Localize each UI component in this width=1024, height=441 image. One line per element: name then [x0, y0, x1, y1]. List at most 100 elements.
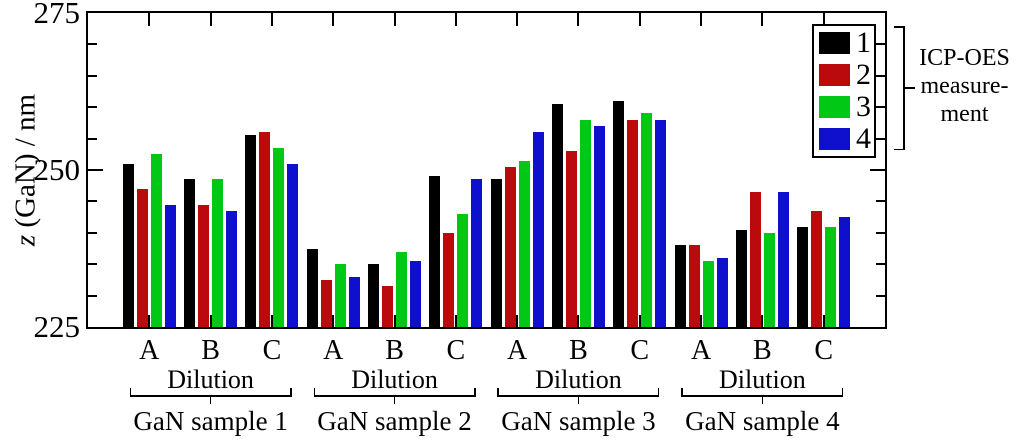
- x-axis-top-tick: [638, 13, 641, 26]
- dilution-letter-label: A: [690, 335, 712, 366]
- bar-sample1-C-meas2: [259, 132, 271, 327]
- dilution-letter-label: B: [201, 335, 220, 366]
- x-axis-top-tick: [516, 13, 519, 26]
- y-axis-tick: [88, 137, 97, 140]
- legend-entry: 3: [814, 91, 874, 123]
- dilution-bracket-right-end: [657, 388, 660, 397]
- x-axis-top-tick: [209, 13, 212, 26]
- legend-entry-label: 1: [856, 26, 871, 59]
- y-axis-label-units: (GaN) / nm: [9, 93, 42, 235]
- dilution-bracket-left-end: [497, 388, 499, 397]
- dilution-label: Dilution: [167, 365, 254, 394]
- x-axis-top-tick: [270, 13, 273, 26]
- dilution-letter-label: A: [139, 335, 160, 366]
- bar-sample3-A-meas1: [490, 179, 502, 327]
- y-axis-tick-label: 225: [33, 309, 81, 344]
- dilution-letter-label: A: [323, 335, 344, 366]
- legend-swatch: [819, 64, 850, 86]
- legend-bracket-middle-tick: [903, 87, 915, 89]
- bar-sample1-C-meas3: [273, 148, 285, 327]
- dilution-letter-label: B: [385, 335, 404, 366]
- bar-sample3-C-meas3: [641, 113, 653, 327]
- dilution-bracket-middle-tick: [761, 395, 764, 404]
- y-axis-tick: [876, 231, 885, 234]
- bar-sample3-B-meas4: [593, 126, 605, 327]
- bar-sample4-B-meas2: [749, 191, 761, 327]
- x-axis-bottom-tick: [638, 315, 641, 327]
- x-axis-bottom-tick: [270, 315, 273, 327]
- sample-label: GaN sample 3: [501, 406, 656, 436]
- y-axis-tick: [88, 43, 97, 46]
- bar-sample3-A-meas4: [532, 132, 544, 327]
- legend-swatch: [819, 96, 850, 118]
- legend-swatch: [819, 32, 850, 54]
- x-axis-bottom-tick: [454, 315, 457, 327]
- y-axis-tick: [88, 294, 97, 297]
- x-axis-bottom-tick: [577, 315, 580, 327]
- legend-entry-label: 3: [856, 90, 871, 123]
- sample-label: GaN sample 1: [133, 406, 288, 436]
- x-axis-bottom-tick: [700, 315, 703, 327]
- y-axis-tick: [88, 169, 103, 171]
- bar-sample1-B-meas4: [226, 210, 238, 327]
- dilution-letter-label: B: [753, 335, 772, 366]
- dilution-bracket-right-end: [474, 388, 476, 397]
- dilution-letter-label: C: [446, 335, 466, 366]
- y-axis-tick: [876, 200, 885, 203]
- bar-sample1-B-meas3: [212, 179, 224, 327]
- bar-sample3-B-meas3: [579, 119, 591, 327]
- bar-sample2-A-meas3: [334, 264, 346, 327]
- y-axis-tick: [88, 74, 97, 77]
- x-axis-top-tick: [577, 13, 580, 26]
- bar-sample3-C-meas2: [627, 119, 639, 327]
- y-axis-tick-label: 275: [33, 0, 81, 30]
- x-axis-top-tick: [393, 13, 396, 26]
- bar-sample2-C-meas3: [457, 213, 469, 327]
- bar-sample1-C-meas4: [287, 163, 299, 327]
- bar-sample2-A-meas4: [348, 276, 360, 327]
- bar-sample4-B-meas4: [777, 191, 789, 327]
- x-axis-bottom-tick: [516, 315, 519, 327]
- bar-sample2-B-meas3: [396, 251, 408, 327]
- bar-sample4-B-meas1: [735, 229, 747, 327]
- y-axis-label-symbol: z: [9, 234, 42, 247]
- legend-entry: 2: [814, 59, 874, 91]
- dilution-letter-label: C: [814, 335, 834, 366]
- legend-annotation-line-1: ICP-OES: [919, 45, 1010, 71]
- bar-sample2-A-meas2: [320, 279, 332, 327]
- dilution-bracket-middle-tick: [393, 395, 396, 404]
- legend-annotation-line-2: measure-: [920, 73, 1009, 99]
- dilution-letter-label: C: [630, 335, 650, 366]
- bar-sample4-B-meas3: [763, 232, 775, 327]
- bar-sample1-A-meas3: [150, 154, 162, 327]
- bar-sample2-B-meas4: [410, 261, 422, 327]
- bar-sample3-B-meas2: [565, 151, 577, 327]
- bar-sample4-C-meas4: [839, 217, 851, 327]
- dilution-bracket-left-end: [129, 388, 132, 397]
- legend-annotation-line-3: ment: [940, 101, 989, 127]
- legend-entry: 1: [814, 27, 874, 59]
- x-axis-bottom-tick: [761, 315, 764, 327]
- bar-sample3-A-meas3: [518, 160, 530, 327]
- dilution-label: Dilution: [719, 365, 806, 394]
- y-axis-label: z (GaN) / nm: [10, 94, 43, 246]
- legend-bracket-top-tick: [893, 26, 905, 28]
- y-axis-tick: [870, 169, 885, 171]
- y-axis-tick: [876, 137, 885, 140]
- x-axis-top-tick: [761, 13, 764, 26]
- x-axis-top-tick: [700, 13, 703, 26]
- bar-sample1-C-meas1: [245, 135, 257, 327]
- dilution-label: Dilution: [535, 365, 622, 394]
- legend-entry-label: 4: [856, 122, 871, 155]
- bar-sample3-B-meas1: [551, 104, 563, 327]
- bar-sample2-A-meas1: [306, 248, 318, 327]
- legend-swatch: [819, 128, 850, 150]
- sample-label: GaN sample 2: [317, 406, 472, 436]
- y-axis-tick: [88, 200, 97, 203]
- sample-label: GaN sample 4: [685, 406, 840, 436]
- bar-sample4-A-meas4: [716, 257, 728, 327]
- bar-sample1-A-meas4: [164, 204, 176, 327]
- bar-sample2-C-meas1: [429, 176, 441, 327]
